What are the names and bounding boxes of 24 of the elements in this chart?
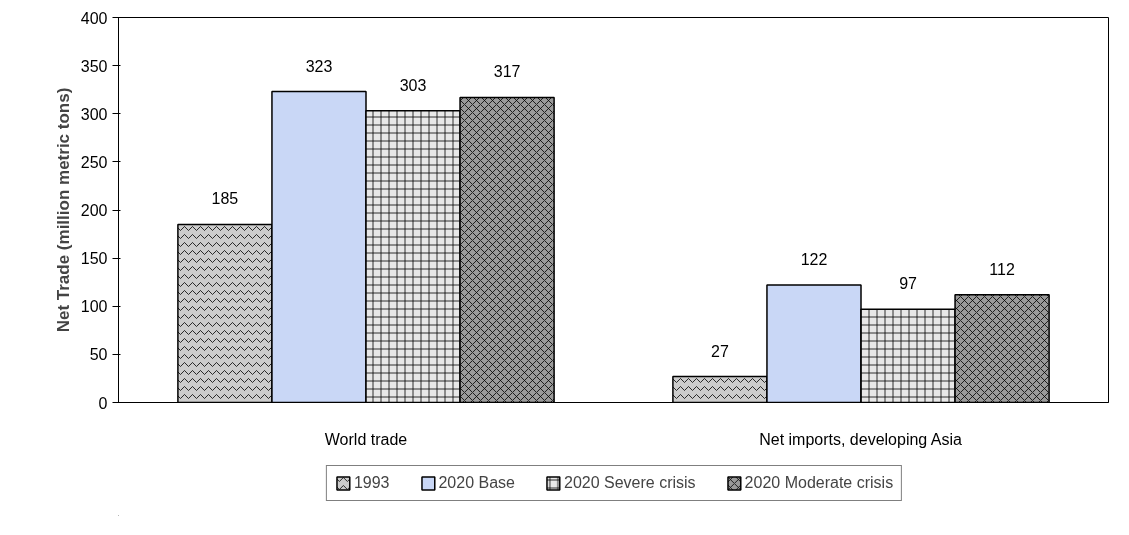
y-tick-label: 150 [80, 250, 108, 268]
data-label: 185 [211, 190, 239, 208]
y-tick-label: 50 [89, 346, 108, 364]
y-tick-label: 300 [80, 105, 108, 123]
y-tick-label: 0 [98, 394, 108, 412]
data-label: 303 [399, 76, 427, 94]
x-tick-label: World trade [324, 430, 408, 448]
legend-label: 2020 Moderate crisis [744, 474, 894, 492]
data-label: 317 [493, 63, 521, 81]
y-tick-label: 200 [80, 202, 108, 219]
data-label: 122 [800, 251, 828, 269]
y-tick-label: 350 [80, 57, 108, 75]
data-label: 323 [305, 57, 333, 75]
legend-label: 1993 [353, 474, 390, 492]
legend-label: 2020 Severe crisis [563, 474, 696, 492]
x-tick-label: Net imports, developing Asia [759, 430, 963, 448]
data-label: 27 [711, 342, 729, 360]
data-label: 112 [989, 260, 1015, 278]
y-tick-label: 100 [80, 298, 108, 316]
legend-label: 2020 Base [438, 474, 515, 492]
y-tick-label: 250 [80, 153, 108, 171]
y-tick-label: 400 [80, 9, 108, 27]
data-label: 97 [899, 275, 918, 293]
y-axis-title: Net Trade (million metric tons) [53, 87, 73, 333]
